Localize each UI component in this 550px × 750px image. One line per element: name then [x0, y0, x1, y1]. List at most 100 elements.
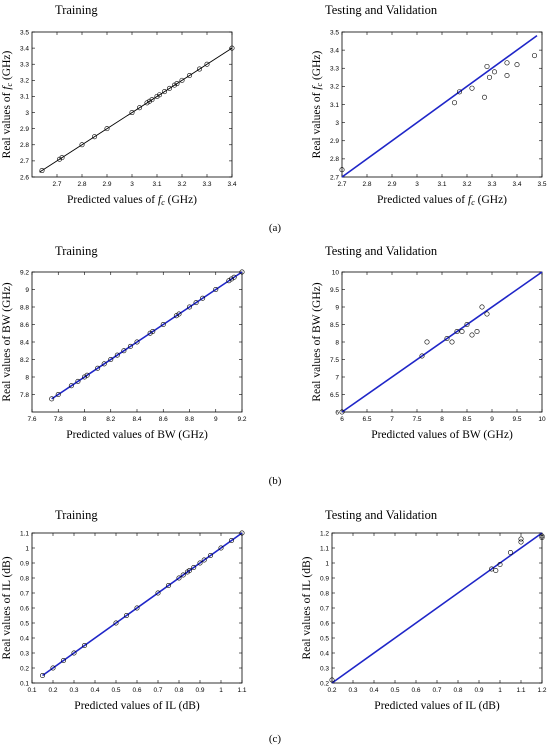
y-tick-label: 0.3 — [20, 650, 29, 657]
data-point — [518, 536, 524, 542]
data-point — [39, 168, 45, 174]
y-axis-label: Real values of IL (dB) — [301, 556, 313, 659]
x-tick-label: 3.3 — [487, 181, 496, 188]
y-tick-label: 3.3 — [330, 66, 339, 73]
x-tick-label: 7.8 — [54, 416, 63, 423]
x-tick-label: 6.5 — [362, 416, 371, 423]
y-tick-label: 3 — [335, 120, 339, 127]
data-point — [176, 311, 182, 317]
data-point — [134, 605, 140, 611]
data-point — [124, 612, 130, 618]
data-point — [172, 82, 178, 88]
x-tick-label: 0.6 — [411, 687, 420, 694]
y-tick-label: 8.4 — [20, 339, 29, 346]
y-tick-label: 0.6 — [320, 620, 329, 627]
x-tick-label: 0.7 — [432, 687, 441, 694]
data-point — [162, 89, 168, 95]
data-point — [451, 100, 457, 106]
fit-line — [341, 34, 538, 178]
x-tick-label: 3.1 — [152, 181, 161, 188]
y-tick-label: 8.2 — [20, 357, 29, 364]
y-tick-label: 2.9 — [20, 126, 29, 133]
y-tick-label: 3.5 — [20, 29, 29, 36]
data-point — [329, 677, 335, 683]
data-point — [497, 561, 503, 567]
y-tick-label: 8.8 — [20, 304, 29, 311]
x-tick-label: 8.5 — [462, 416, 471, 423]
x-tick-label: 3.1 — [437, 181, 446, 188]
caption-c: (c) — [269, 733, 282, 745]
y-tick-label: 6.5 — [330, 392, 339, 399]
x-axis-label: Predicted values of IL (dB) — [374, 700, 500, 712]
y-tick-label: 0.8 — [20, 575, 29, 582]
y-tick-label: 2.8 — [20, 142, 29, 149]
chart-bw-testing: Testing and Validation 6 6.5 7 7.5 8 8.5 9 9.5 10… — [311, 244, 546, 441]
data-point — [167, 85, 173, 91]
y-tick-label: 0.9 — [320, 575, 329, 582]
data-point — [92, 134, 98, 140]
data-point — [157, 92, 163, 98]
data-point — [121, 348, 127, 354]
y-tick-label: 0.2 — [20, 665, 29, 672]
data-point — [174, 81, 180, 87]
y-tick-label: 2.7 — [20, 158, 29, 165]
y-tick-label: 1.1 — [320, 545, 329, 552]
x-tick-label: 3.4 — [512, 181, 521, 188]
x-tick-label: 2.8 — [77, 181, 86, 188]
x-axis-label: Predicted values of BW (GHz) — [66, 429, 208, 441]
data-point — [239, 530, 245, 536]
y-tick-label: 1.1 — [20, 530, 29, 537]
y-axis-label: Real values of IL (dB) — [1, 556, 13, 659]
data-point — [197, 560, 203, 566]
y-tick-label: 10 — [332, 269, 340, 276]
data-point — [147, 330, 153, 336]
x-tick-label: 0.6 — [132, 687, 141, 694]
y-axis-label: Real values of BW (GHz) — [311, 282, 323, 401]
y-tick-label: 9.2 — [20, 269, 29, 276]
data-point — [208, 552, 214, 558]
y-tick-label: 8.6 — [20, 322, 29, 329]
x-tick-label: 8.6 — [159, 416, 168, 423]
data-point — [504, 60, 510, 66]
x-tick-label: 2.7 — [52, 181, 61, 188]
x-tick-label: 2.9 — [102, 181, 111, 188]
y-axis-label: Real values of BW (GHz) — [1, 282, 13, 401]
x-tick-label: 3.2 — [462, 181, 471, 188]
data-point — [104, 126, 110, 132]
y-tick-label: 0.4 — [20, 635, 29, 642]
data-point — [187, 304, 193, 310]
x-tick-label: 0.2 — [327, 687, 336, 694]
data-point — [55, 391, 61, 397]
x-tick-label: 8.2 — [106, 416, 115, 423]
y-tick-label: 0.8 — [320, 590, 329, 597]
data-point — [173, 313, 179, 319]
data-point — [486, 74, 492, 80]
x-tick-label: 8.4 — [132, 416, 141, 423]
data-point — [469, 85, 475, 91]
data-point — [197, 66, 203, 72]
y-tick-label: 0.7 — [320, 605, 329, 612]
data-point — [101, 361, 107, 367]
x-tick-label: 0.8 — [174, 687, 183, 694]
x-tick-label: 1.1 — [237, 687, 246, 694]
data-point — [113, 620, 119, 626]
fit-line — [331, 532, 543, 684]
x-axis-label: Predicted values of fc (GHz) — [67, 194, 197, 207]
y-tick-label: 3.4 — [330, 47, 339, 54]
chart-il-testing: Testing and Validation 0.2 0.3 0.4 0.5 0.6 0.7… — [301, 508, 547, 712]
data-point — [229, 45, 235, 51]
x-tick-label: 0.9 — [474, 687, 483, 694]
data-point — [444, 335, 450, 341]
data-point — [59, 155, 65, 161]
data-point — [127, 343, 133, 349]
caption-b: (b) — [269, 475, 282, 487]
x-tick-label: 3.4 — [227, 181, 236, 188]
x-tick-label: 9.5 — [512, 416, 521, 423]
y-tick-label: 7.5 — [330, 357, 339, 364]
data-point — [108, 356, 114, 362]
data-point — [68, 383, 74, 389]
data-point — [49, 396, 55, 402]
data-point — [449, 339, 455, 345]
data-point — [180, 572, 186, 578]
